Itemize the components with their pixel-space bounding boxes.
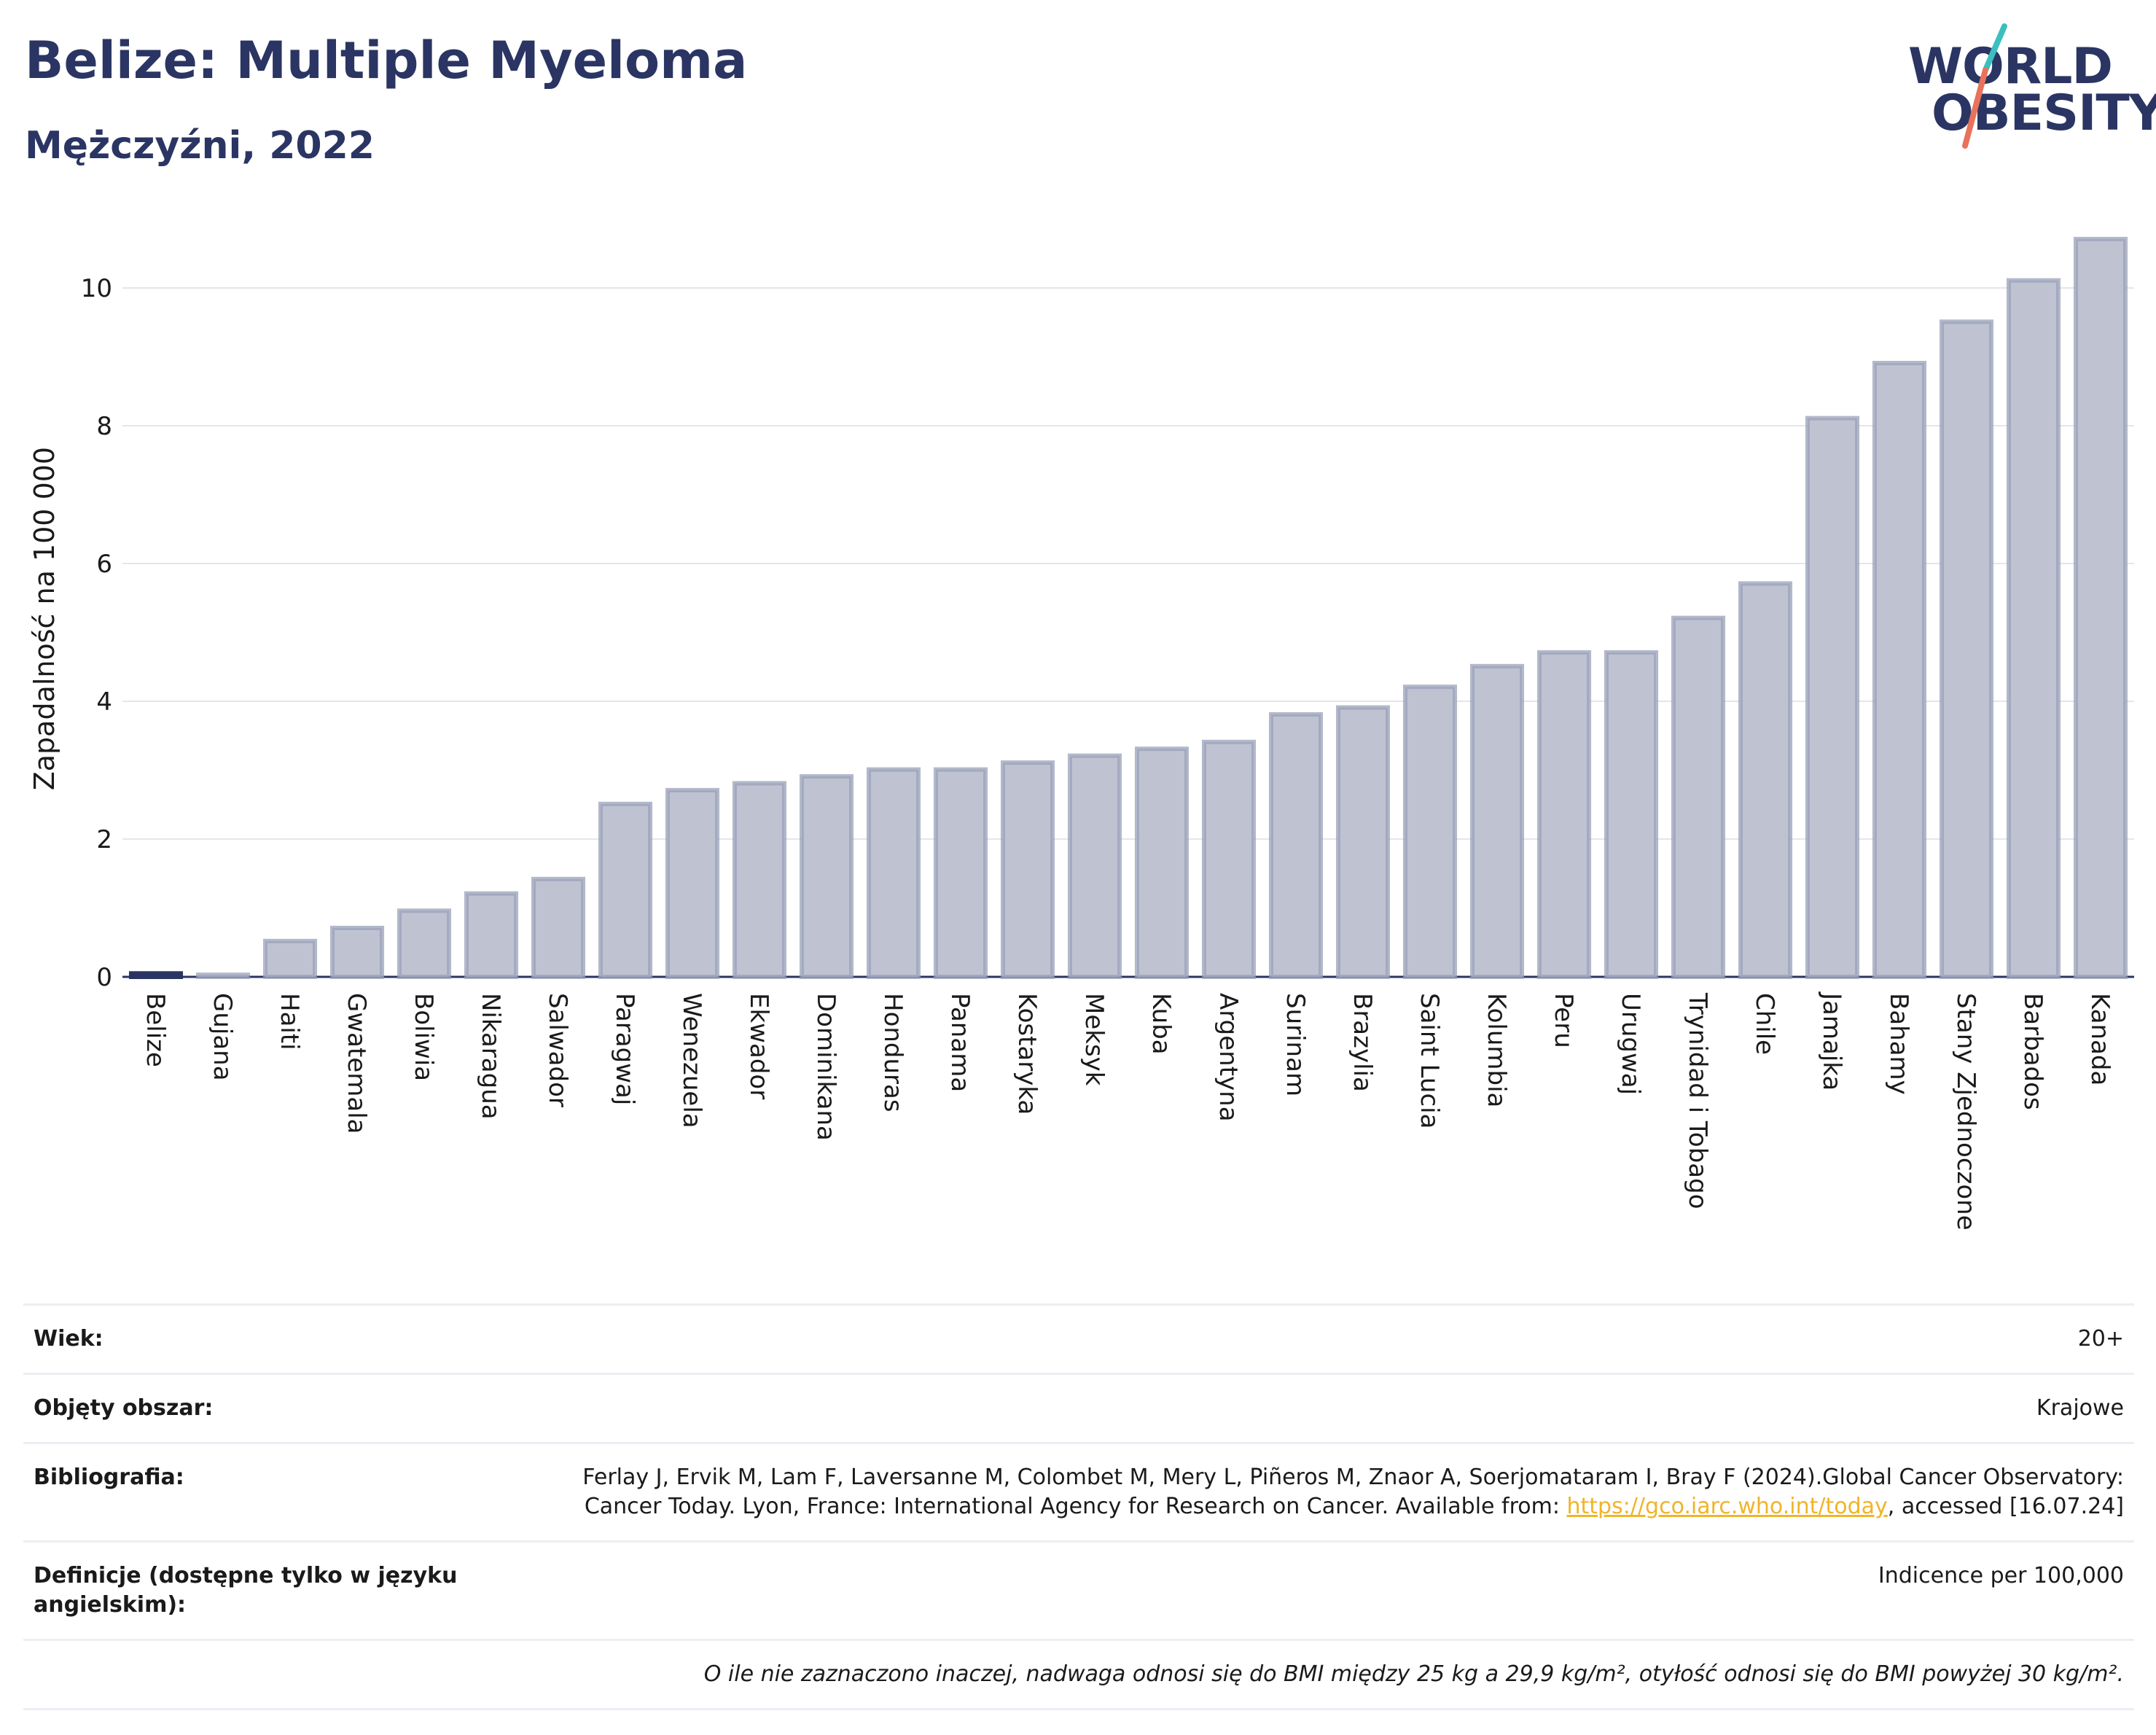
info-row-coverage: Objęty obszar: Krajowe — [23, 1373, 2134, 1444]
bar-kolumbia — [1469, 663, 1525, 979]
bmi-note: O ile nie zaznaczono inaczej, nadwaga od… — [23, 1639, 2134, 1710]
bar-urugwaj — [1604, 650, 1659, 980]
logo-slash-icon — [1962, 23, 2007, 149]
bar-brazylia — [1335, 705, 1391, 979]
bar-haiti — [262, 938, 318, 979]
chart-subtitle: Mężczyźni, 2022 — [25, 124, 375, 168]
info-row-age: Wiek: 20+ — [23, 1303, 2134, 1375]
bar-trynidad-i-tobago — [1671, 615, 1726, 980]
y-axis-title: Zapadalność na 100 000 — [28, 447, 60, 790]
x-tick-label: Kostaryka — [1012, 993, 1042, 1115]
bar-kanada — [2073, 236, 2128, 979]
x-tick-label: Kuba — [1147, 993, 1176, 1055]
info-row-definitions: Definicje (dostępne tylko w języku angie… — [23, 1540, 2134, 1641]
bar-salwador — [531, 876, 586, 979]
x-tick-label: Gwatemala — [342, 993, 371, 1134]
y-tick-label: 0 — [96, 963, 112, 992]
x-tick-label: Kanada — [2085, 993, 2114, 1085]
x-tick-label: Ekwador — [744, 993, 773, 1099]
bar-belize — [128, 971, 184, 980]
x-tick-label: Panama — [945, 993, 975, 1092]
x-tick-label: Boliwia — [409, 993, 438, 1081]
bibliography-link[interactable]: https://gco.iarc.who.int/today — [1566, 1494, 1888, 1519]
info-table: Wiek: 20+ Objęty obszar: Krajowe Bibliog… — [23, 1303, 2134, 1710]
logo-line-1: WORLD — [1908, 38, 2113, 95]
bars — [128, 236, 2128, 980]
bar-gwatemala — [329, 925, 385, 980]
bar-gujana — [195, 972, 251, 980]
bar-peru — [1536, 650, 1592, 980]
x-tick-label: Stany Zjednoczone — [1951, 993, 1980, 1231]
x-tick-label: Honduras — [878, 993, 907, 1112]
x-tick-label: Haiti — [275, 993, 304, 1050]
bar-honduras — [866, 767, 921, 979]
x-tick-label: Meksyk — [1079, 993, 1109, 1086]
x-tick-label: Nikaragua — [476, 993, 505, 1120]
bar-dominikana — [799, 774, 854, 979]
x-axis-ticks: Belize Gujana Haiti Gwatemala Boliwia Nikarag… — [141, 991, 2114, 1231]
info-key: Bibliografia: — [23, 1442, 510, 1543]
bar-saint-lucia — [1402, 685, 1458, 980]
bar-bahamy — [1872, 361, 1927, 979]
bar-paragwaj — [598, 801, 653, 979]
bar-chile — [1738, 581, 1793, 979]
x-tick-label: Brazylia — [1348, 993, 1377, 1092]
bar-argentyna — [1201, 739, 1257, 979]
info-key: Objęty obszar: — [23, 1373, 510, 1444]
bar-nikaragua — [464, 891, 519, 980]
x-tick-label: Belize — [141, 993, 170, 1067]
info-value: 20+ — [510, 1303, 2134, 1375]
world-obesity-logo: WORLD OBESITY — [1895, 22, 2156, 153]
chart-title: Belize: Multiple Myeloma — [25, 31, 748, 90]
x-tick-label: Gujana — [208, 993, 237, 1081]
y-tick-label: 8 — [96, 412, 112, 441]
bar-stany-zjednoczone — [1939, 319, 1994, 979]
x-tick-label: Barbados — [2018, 993, 2047, 1110]
bar-kostaryka — [1000, 760, 1055, 979]
grid-lines — [122, 287, 2134, 978]
info-value: Ferlay J, Ervik M, Lam F, Laversanne M, … — [510, 1442, 2134, 1543]
x-tick-label: Surinam — [1281, 993, 1310, 1096]
bar-chart: 0 2 4 6 8 10 Belize Gujana Haiti Gwatemala Boliwi… — [28, 236, 2134, 1231]
info-row-bibliography: Bibliografia: Ferlay J, Ervik M, Lam F, … — [23, 1442, 2134, 1543]
x-tick-label: Peru — [1549, 993, 1578, 1048]
info-row-note: O ile nie zaznaczono inaczej, nadwaga od… — [23, 1639, 2134, 1710]
x-tick-label: Argentyna — [1214, 993, 1243, 1122]
x-tick-label: Urugwaj — [1616, 993, 1645, 1095]
info-value: Indicence per 100,000 — [510, 1540, 2134, 1641]
x-tick-label: Wenezuela — [677, 993, 706, 1128]
x-tick-label: Salwador — [543, 993, 572, 1107]
x-tick-label: Trynidad i Tobago — [1683, 992, 1712, 1209]
bibliography-accessed: , accessed [16.07.24] — [1887, 1494, 2124, 1519]
y-tick-label: 6 — [96, 550, 112, 579]
bar-panama — [933, 767, 988, 979]
bibliography-text: Ferlay J, Ervik M, Lam F, Laversanne M, … — [582, 1465, 2124, 1519]
x-tick-label: Bahamy — [1884, 993, 1913, 1095]
x-tick-label: Chile — [1750, 993, 1779, 1055]
info-value: Krajowe — [510, 1373, 2134, 1444]
x-tick-label: Kolumbia — [1482, 993, 1511, 1107]
info-key: Wiek: — [23, 1303, 510, 1375]
bar-meksyk — [1067, 753, 1122, 980]
y-axis-ticks: 0 2 4 6 8 10 — [81, 274, 112, 992]
y-tick-label: 10 — [81, 274, 112, 303]
y-tick-label: 2 — [96, 825, 112, 854]
bar-surinam — [1268, 711, 1324, 980]
x-tick-label: Saint Lucia — [1415, 993, 1444, 1128]
x-tick-label: Paragwaj — [610, 993, 639, 1105]
bar-barbados — [2006, 278, 2061, 980]
bar-ekwador — [732, 781, 787, 980]
info-key: Definicje (dostępne tylko w języku angie… — [23, 1540, 510, 1641]
x-tick-label: Dominikana — [811, 993, 840, 1141]
bar-kuba — [1134, 746, 1190, 980]
y-tick-label: 4 — [96, 687, 112, 717]
bar-boliwia — [397, 908, 452, 980]
bar-jamajka — [1805, 416, 1860, 980]
x-tick-label: Jamajka — [1817, 991, 1846, 1091]
bar-wenezuela — [665, 787, 720, 980]
